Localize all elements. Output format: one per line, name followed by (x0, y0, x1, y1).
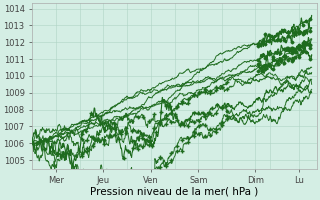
X-axis label: Pression niveau de la mer( hPa ): Pression niveau de la mer( hPa ) (90, 187, 259, 197)
